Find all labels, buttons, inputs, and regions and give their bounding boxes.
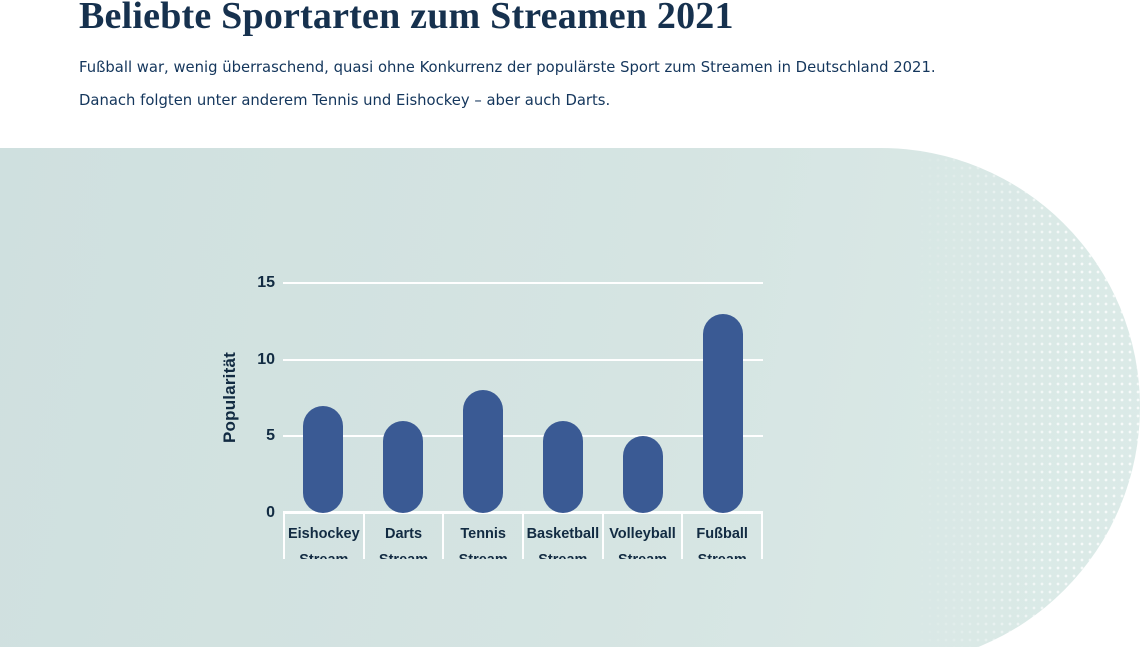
x-label-tennis: Tennis Stream — [442, 513, 522, 559]
bar-eishockey — [303, 405, 343, 513]
gridline-15 — [283, 282, 763, 284]
y-tick-0: 0 — [266, 504, 275, 521]
subtitle-line-2: Danach folgten unter anderem Tennis und … — [79, 92, 611, 109]
x-label-eishockey: Eishockey Stream — [283, 513, 363, 559]
bar-basketball — [543, 421, 583, 513]
x-label-basketball: Basketball Stream — [522, 513, 602, 559]
y-axis-title: Popularität — [220, 352, 239, 444]
x-label-line-2: Stream — [604, 547, 682, 559]
x-label-line-1: Darts — [384, 526, 423, 542]
x-axis-labels: EishockeyStreamDartsStreamTennisStreamBa… — [283, 513, 763, 559]
page-subtitle: Fußball war, wenig überraschend, quasi o… — [79, 51, 936, 117]
gridline-5 — [283, 435, 763, 438]
x-label-darts: Darts Stream — [362, 513, 443, 559]
x-label-volleyball: Volleyball Stream — [601, 513, 682, 559]
x-label-line-1: Volleyball — [609, 526, 676, 542]
bar-tennis — [463, 390, 503, 513]
bar-fussball — [703, 313, 743, 513]
x-label-line-1: Basketball — [526, 526, 600, 542]
plot-area — [283, 282, 763, 514]
bar-volleyball — [623, 436, 663, 513]
bar-darts — [383, 421, 423, 513]
subtitle-line-1: Fußball war, wenig überraschend, quasi o… — [79, 59, 936, 76]
y-tick-15: 15 — [257, 274, 275, 291]
x-label-line-1: Fußball — [696, 526, 748, 542]
x-label-line-2: Stream — [365, 547, 443, 559]
y-tick-10: 10 — [257, 350, 275, 368]
bar-chart: Popularität EishockeyStreamDartsStreamTe… — [0, 148, 1140, 647]
x-label-line-2: Stream — [444, 547, 522, 559]
y-tick-5: 5 — [266, 427, 275, 445]
page-title: Beliebte Sportarten zum Streamen 2021 — [79, 0, 734, 37]
x-label-line-1: Eishockey — [287, 526, 360, 542]
x-label-line-1: Tennis — [460, 526, 506, 542]
x-label-line-2: Stream — [683, 547, 761, 559]
halftone-dots-texture — [910, 148, 1140, 647]
x-label-line-2: Stream — [285, 547, 363, 559]
gridline-0 — [283, 511, 763, 514]
x-label-line-2: Stream — [524, 547, 602, 559]
chart-panel: Popularität EishockeyStreamDartsStreamTe… — [0, 148, 1140, 647]
x-label-fussball: Fußball Stream — [681, 513, 761, 559]
gridline-10 — [283, 358, 763, 361]
